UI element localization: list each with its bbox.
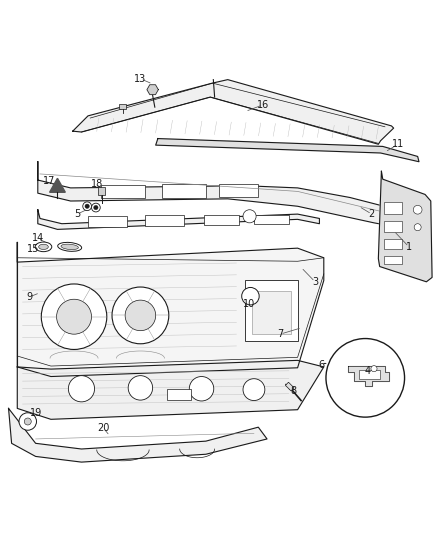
Circle shape [19,413,36,430]
Text: 14: 14 [32,233,44,243]
Bar [219,184,258,197]
Text: 18: 18 [91,179,103,189]
Bar [101,185,145,198]
Circle shape [85,204,89,208]
Text: 2: 2 [369,209,375,219]
Polygon shape [378,171,432,282]
Circle shape [24,418,31,425]
Circle shape [41,284,107,350]
Bar [384,239,402,249]
Text: 13: 13 [134,74,147,84]
Circle shape [413,205,422,214]
Text: 6: 6 [318,360,325,370]
Ellipse shape [58,243,81,252]
Polygon shape [17,243,324,376]
Circle shape [414,224,421,231]
Bar [384,256,402,264]
Circle shape [68,376,95,402]
Circle shape [57,299,92,334]
Circle shape [128,376,152,400]
Bar [145,215,184,226]
Polygon shape [49,179,65,192]
Bar [204,215,239,225]
Bar [99,188,106,195]
Text: 7: 7 [277,329,283,339]
Text: 17: 17 [42,176,55,187]
Bar [254,215,289,224]
Bar [162,184,206,198]
Text: 4: 4 [364,366,371,376]
Circle shape [189,376,214,401]
Ellipse shape [61,244,78,249]
Circle shape [243,379,265,400]
Circle shape [94,205,98,210]
Text: 19: 19 [29,408,42,418]
Bar [359,370,380,379]
Circle shape [112,287,169,344]
Polygon shape [348,366,389,386]
Bar [252,290,291,334]
Polygon shape [38,161,409,228]
Polygon shape [147,85,158,94]
Ellipse shape [39,244,48,249]
Circle shape [326,338,405,417]
Bar [384,221,402,231]
Polygon shape [9,408,267,462]
Text: 11: 11 [392,139,404,149]
Circle shape [242,287,259,305]
Text: 5: 5 [74,209,80,219]
Text: 9: 9 [26,292,32,302]
Bar [120,104,127,109]
Circle shape [92,203,100,212]
Text: 3: 3 [312,277,318,287]
Polygon shape [17,360,324,419]
Bar [166,389,191,400]
Polygon shape [155,139,419,161]
Text: 15: 15 [27,244,39,254]
Text: 20: 20 [97,423,110,433]
Circle shape [371,366,377,372]
Text: 16: 16 [257,100,269,110]
Circle shape [83,202,92,211]
Text: 8: 8 [290,386,296,396]
Bar [88,216,127,227]
Bar [245,280,297,341]
Circle shape [125,300,155,330]
Polygon shape [38,210,319,229]
Polygon shape [73,79,394,144]
Bar [286,382,294,391]
Bar [384,202,402,214]
Text: 1: 1 [406,242,412,252]
Ellipse shape [35,242,52,252]
Text: 10: 10 [244,298,256,309]
Circle shape [243,210,256,223]
